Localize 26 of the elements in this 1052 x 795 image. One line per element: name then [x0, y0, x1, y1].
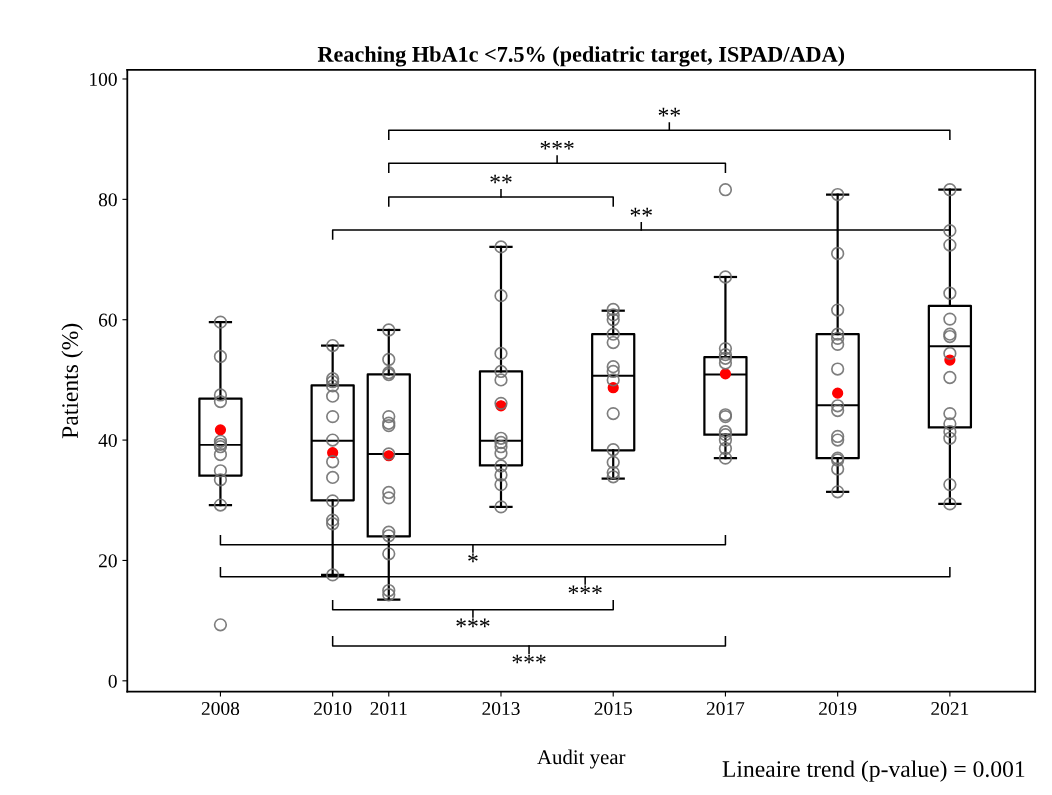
- x-tick-label: 2008: [201, 701, 240, 716]
- x-tick-label: 2011: [370, 701, 407, 716]
- annotation: ***: [512, 654, 546, 664]
- annotation: ***: [456, 618, 490, 628]
- x-tick-label: 2021: [931, 701, 969, 716]
- x-tick-label: 2019: [819, 701, 857, 716]
- x-tick-label: 2017: [706, 701, 745, 716]
- annotation: *: [468, 553, 478, 563]
- x-tick-label: 2010: [314, 701, 352, 716]
- chart-title: Reaching HbA1c <7.5% (pediatric target, ISPAD/ADA): [317, 46, 845, 67]
- y-tick-label: 100: [90, 72, 117, 86]
- y-axis-title: Patients (%): [61, 323, 83, 439]
- annotation: ***: [568, 585, 602, 595]
- y-tick-label: 60: [98, 313, 117, 327]
- annotation: **: [490, 174, 512, 184]
- y-tick-label: 80: [98, 193, 117, 207]
- annotation: ***: [540, 140, 574, 150]
- y-tick-label: 40: [98, 433, 117, 448]
- text: Lineaire trend (p-value) = 0.001: [722, 760, 1025, 782]
- x-tick-label: 2013: [482, 701, 520, 716]
- x-axis-title: Audit year: [537, 749, 626, 769]
- annotation: **: [630, 207, 652, 217]
- x-tick-label: 2015: [594, 701, 632, 716]
- y-tick-label: 0: [108, 674, 117, 688]
- annotation: **: [658, 107, 680, 117]
- y-tick-label: 20: [98, 554, 117, 568]
